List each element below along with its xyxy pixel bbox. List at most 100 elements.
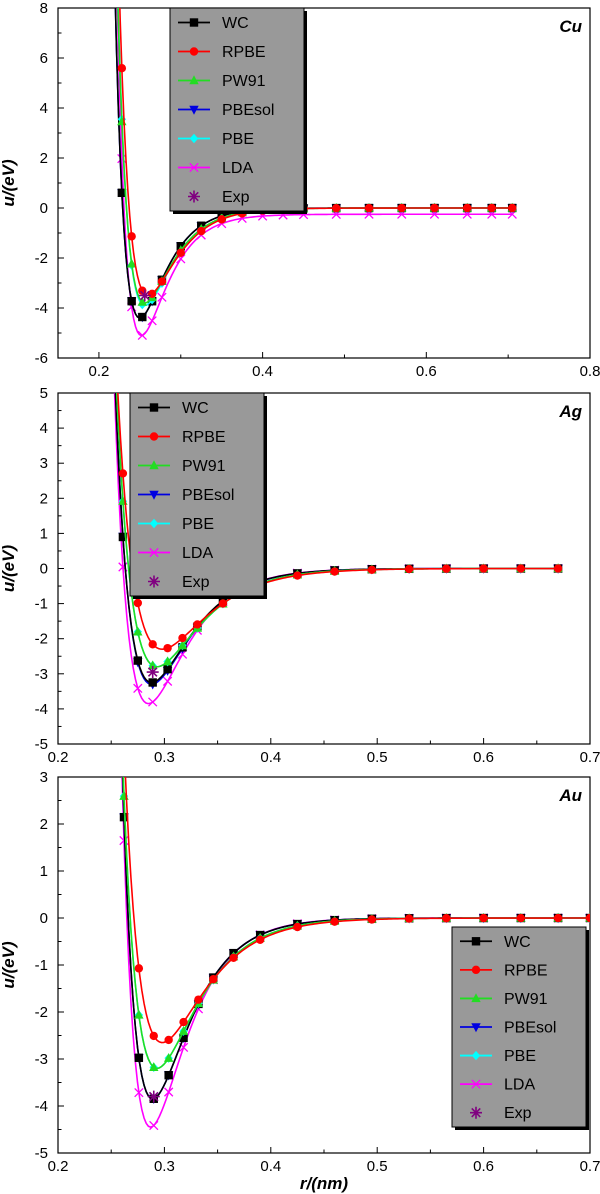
x-tick-label: 0.4	[252, 363, 273, 380]
legend: WC RPBE PW91 PBEsol PBE LDA Exp	[451, 926, 589, 1130]
data-point-rpbe	[367, 915, 377, 924]
series-rpbe	[124, 777, 590, 1045]
x-tick-label: 0.5	[367, 1158, 388, 1175]
data-point-lda	[104, 153, 112, 161]
data-point-rpbe	[157, 277, 167, 286]
data-point-lda	[148, 697, 158, 707]
y-tick-label: -4	[35, 1098, 48, 1115]
data-point-wc	[148, 678, 157, 687]
legend-marker-wc	[189, 18, 199, 27]
legend-label-rpbe: RPBE	[222, 44, 266, 61]
y-tick-label: 2	[40, 816, 48, 833]
data-point-rpbe	[293, 571, 302, 580]
legend-marker-wc	[471, 937, 481, 946]
legend-label-pbe: PBE	[182, 516, 214, 533]
data-point-pbesol	[103, 144, 112, 153]
panel-label: Cu	[559, 17, 582, 36]
x-tick-label: 0.6	[473, 749, 494, 766]
data-point-rpbe	[163, 643, 172, 653]
data-point-rpbe	[442, 914, 451, 923]
data-point-pw91	[149, 1062, 159, 1071]
panel-label: Ag	[558, 402, 582, 421]
x-tick-label: 0.4	[260, 1158, 281, 1175]
data-point-rpbe	[367, 565, 377, 574]
y-tick-label: -4	[35, 701, 48, 718]
data-point-rpbe	[508, 203, 517, 213]
legend-marker-lda	[149, 547, 159, 558]
data-point-rpbe	[148, 640, 157, 649]
data-point-exp	[147, 1090, 160, 1103]
y-tick-label: -5	[35, 1145, 48, 1162]
legend-label-wc: WC	[504, 934, 531, 951]
data-point-wc	[105, 34, 113, 42]
legend-label-pbesol: PBEsol	[222, 102, 274, 119]
data-point-pw91	[177, 640, 188, 650]
data-point-lda	[162, 676, 173, 686]
data-point-wc	[164, 1070, 173, 1080]
legend-marker-pw91	[471, 993, 481, 1003]
legend-marker-rpbe	[149, 432, 159, 441]
data-point-wc	[138, 312, 147, 322]
data-point-lda	[147, 316, 157, 326]
data-point-rpbe	[217, 215, 226, 224]
legend-label-rpbe: RPBE	[182, 429, 226, 446]
y-tick-label: 8	[40, 0, 48, 17]
y-tick-label: -3	[35, 666, 48, 683]
data-point-rpbe	[332, 203, 341, 213]
x-tick-label: 0.3	[154, 1158, 175, 1175]
data-point-rpbe	[553, 913, 563, 923]
data-point-rpbe	[127, 232, 136, 241]
y-tick-label: 4	[40, 420, 48, 437]
x-tick-label: 0.8	[580, 363, 600, 380]
data-point-pw91	[147, 660, 158, 670]
data-point-rpbe	[404, 914, 414, 923]
y-tick-label: 2	[40, 150, 48, 167]
legend-marker-pbe	[149, 518, 159, 529]
legend-marker-pbe	[189, 133, 199, 144]
y-tick-label: 3	[40, 455, 48, 472]
y-tick-label: -2	[35, 250, 48, 267]
legend-label-lda: LDA	[504, 1077, 535, 1094]
legend-label-pbe: PBE	[222, 131, 254, 148]
y-axis-title: u/(eV)	[0, 159, 18, 207]
data-point-rpbe	[194, 995, 203, 1004]
data-point-pw91	[137, 296, 148, 306]
data-point-pbe	[104, 139, 112, 148]
data-point-pw91	[103, 139, 112, 148]
data-point-rpbe	[134, 964, 144, 973]
data-point-rpbe	[516, 564, 526, 573]
data-point-pw91	[178, 1026, 189, 1035]
data-point-exp	[138, 289, 151, 302]
legend-label-pw91: PW91	[222, 73, 266, 90]
x-tick-label: 0.2	[48, 1158, 69, 1175]
data-point-lda	[157, 292, 167, 302]
y-tick-label: 0	[40, 200, 48, 217]
data-point-rpbe	[197, 226, 206, 236]
x-tick-label: 0.6	[416, 363, 437, 380]
data-point-rpbe	[463, 203, 472, 213]
y-axis-title: u/(eV)	[0, 545, 18, 593]
panel-label: Au	[558, 786, 582, 805]
legend-marker-exp	[470, 1106, 482, 1119]
legend-marker-pw91	[189, 75, 199, 85]
data-point-wc	[134, 1053, 144, 1062]
data-point-rpbe	[479, 564, 488, 573]
legend-marker-wc	[149, 403, 159, 412]
data-point-pw91	[104, 163, 113, 172]
data-point-rpbe	[229, 953, 238, 963]
data-point-pw91	[133, 626, 143, 636]
y-tick-label: -1	[35, 957, 48, 974]
data-point-rpbe	[178, 633, 187, 643]
x-tick-label: 0.2	[88, 363, 109, 380]
y-tick-label: 1	[40, 525, 48, 542]
data-point-lda	[133, 683, 143, 693]
series-line-rpbe	[124, 777, 590, 1044]
data-point-rpbe	[442, 564, 451, 573]
data-point-wc	[118, 532, 128, 542]
legend: WC RPBE PW91 PBEsol PBE LDA Exp	[169, 7, 307, 214]
legend-marker-pbesol	[471, 1023, 481, 1033]
data-point-rpbe	[118, 469, 128, 478]
y-axis-title: u/(eV)	[0, 941, 18, 989]
legend-label-exp: Exp	[504, 1105, 532, 1122]
